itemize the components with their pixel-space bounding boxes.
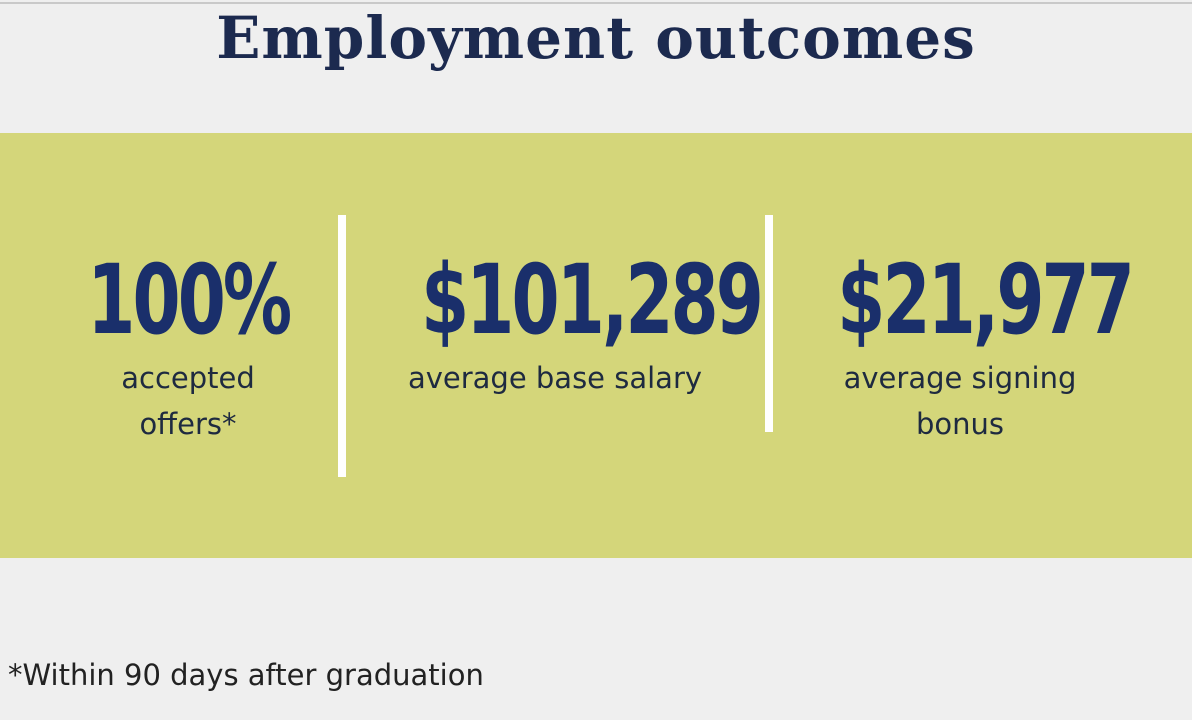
stat-label: average signing bonus xyxy=(843,361,1077,441)
stat: $101,289 average base salary xyxy=(355,245,764,401)
stat-value: 100% xyxy=(86,244,292,356)
stat-label: average base salary xyxy=(407,361,703,395)
footnote: *Within 90 days after graduation xyxy=(8,658,484,692)
stat-label: accepted offers* xyxy=(121,361,255,441)
stat: $21,977 average signing bonus xyxy=(780,245,1140,447)
stat-value: $21,977 xyxy=(837,244,1135,356)
stats-band xyxy=(0,133,1192,558)
divider xyxy=(338,215,346,477)
divider xyxy=(765,215,773,432)
stat: 100% accepted offers* xyxy=(38,245,338,447)
title: Employment outcomes xyxy=(216,4,976,72)
top-rule xyxy=(0,2,1192,4)
stat-value: $101,289 xyxy=(421,244,764,356)
